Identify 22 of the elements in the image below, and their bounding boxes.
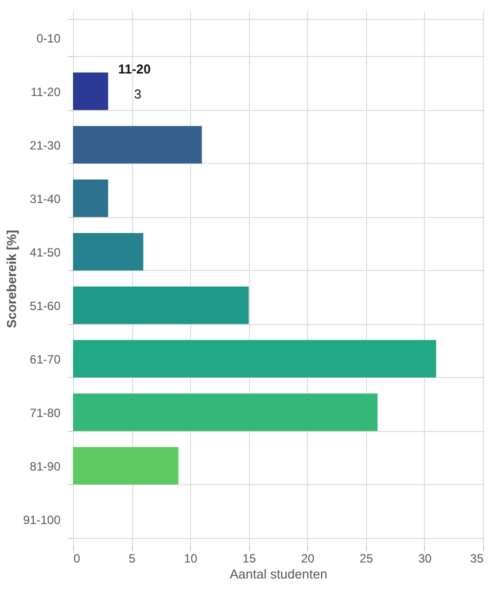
x-tick-label: 15 <box>242 552 256 566</box>
x-tick-label: 25 <box>360 552 374 566</box>
y-tick-label: 91-100 <box>23 512 61 527</box>
x-tick-label: 0 <box>74 552 80 566</box>
annotation: 11-20 <box>118 61 151 76</box>
x-tick-label: 10 <box>184 552 198 566</box>
x-tick-label: 20 <box>301 552 315 566</box>
x-tick-label: 30 <box>418 552 432 566</box>
y-tick-label: 11-20 <box>30 84 61 99</box>
y-tick-label: 41-50 <box>30 245 61 260</box>
y-axis-title: Scorebereik [%] <box>4 230 20 328</box>
y-tick-label: 0-10 <box>36 31 61 46</box>
x-tick-label: 5 <box>128 552 136 566</box>
annotation: 3 <box>134 86 142 102</box>
y-tick-label: 81-90 <box>30 459 61 474</box>
y-tick-label: 51-60 <box>30 298 61 313</box>
y-tick-label: 21-30 <box>30 138 61 152</box>
y-tick-label: 61-70 <box>30 352 61 366</box>
x-tick-label: 35 <box>470 552 484 566</box>
x-axis-title: Aantal studenten <box>230 566 328 582</box>
y-tick-label: 31-40 <box>30 192 61 206</box>
y-tick-label: 71-80 <box>30 406 61 420</box>
